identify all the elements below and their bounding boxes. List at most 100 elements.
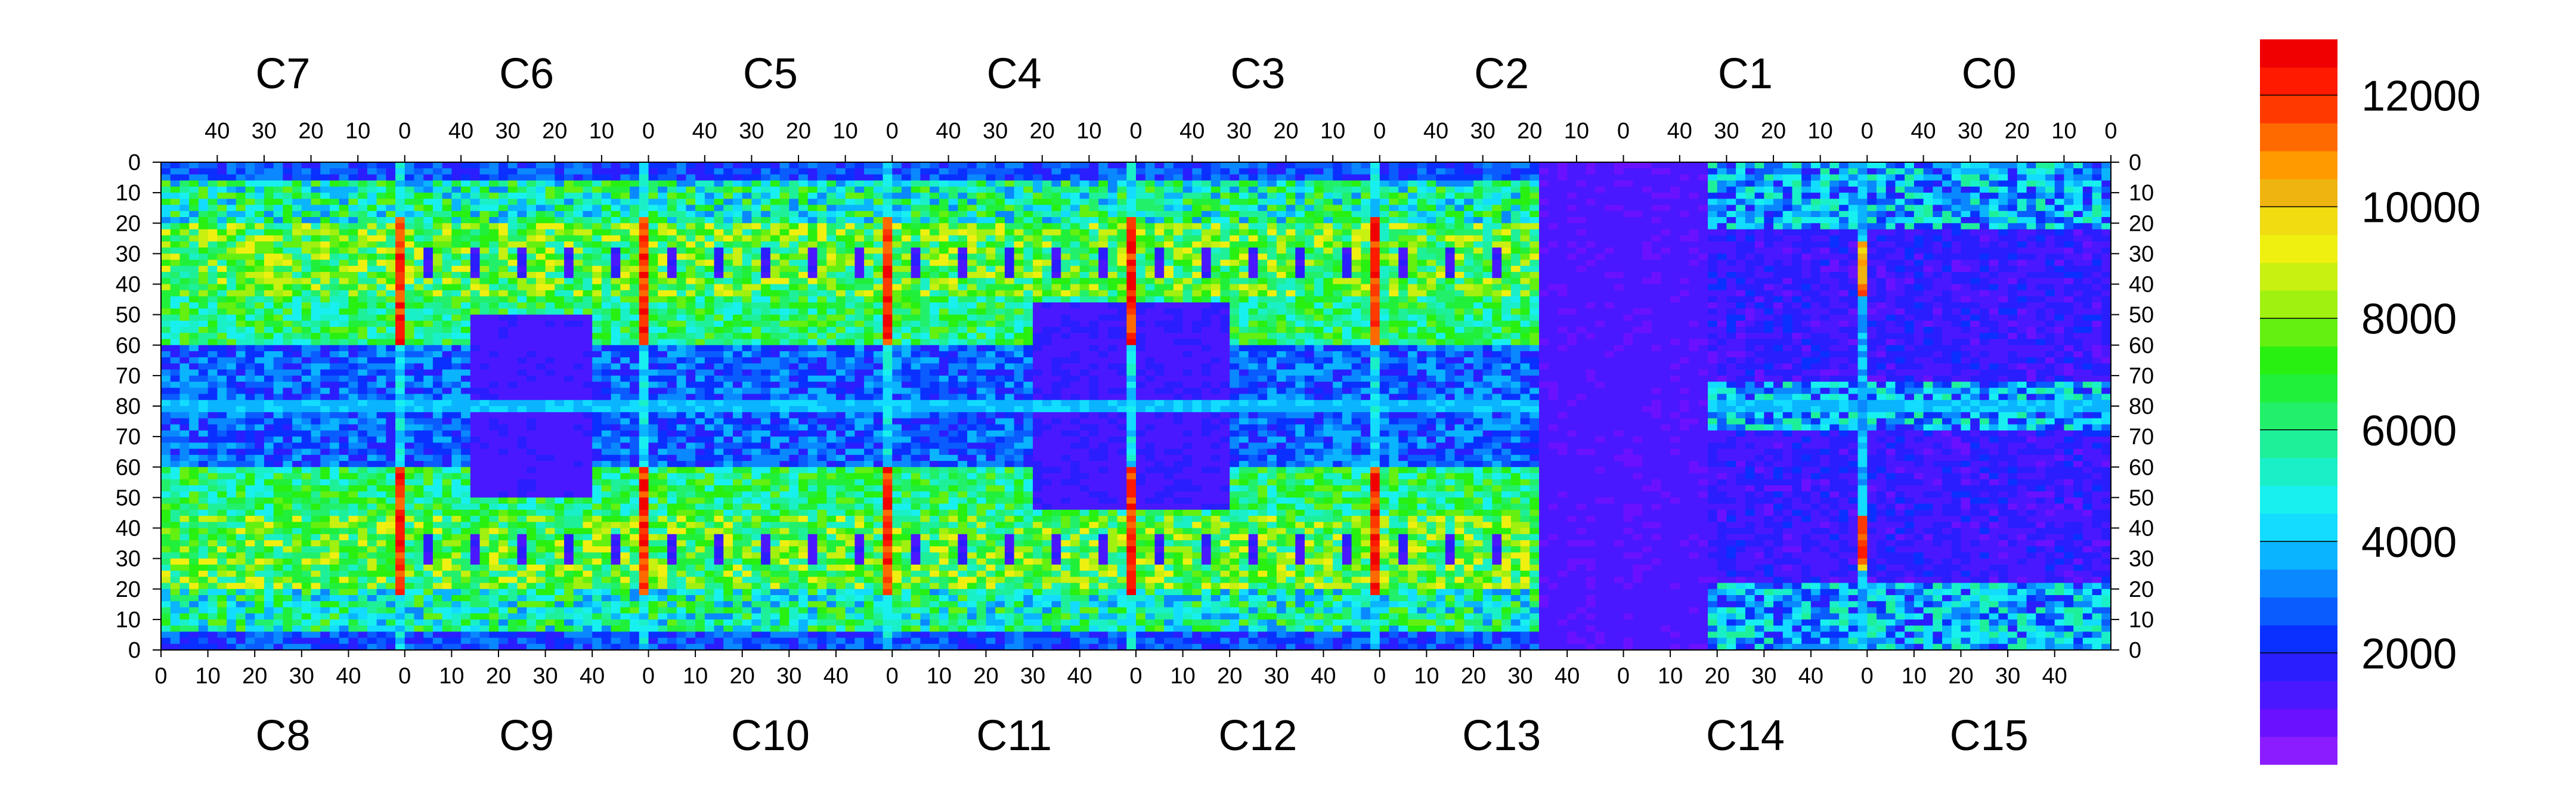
heatmap-cell <box>2036 217 2046 224</box>
heatmap-cell <box>320 174 330 181</box>
heatmap-cell <box>930 223 940 230</box>
heatmap-cell <box>555 272 565 278</box>
heatmap-cell <box>770 205 781 212</box>
heatmap-cell <box>1117 205 1127 212</box>
heatmap-cell <box>658 186 668 193</box>
heatmap-cell <box>1998 259 2008 267</box>
heatmap-cell <box>1633 265 1643 273</box>
heatmap-cell <box>1210 193 1221 199</box>
heatmap-cell <box>611 186 621 193</box>
heatmap-cell <box>1173 241 1184 248</box>
heatmap-cell <box>1558 259 1568 267</box>
heatmap-cell <box>798 180 809 187</box>
heatmap-cell <box>1614 205 1624 212</box>
heatmap-cell <box>1145 284 1156 291</box>
heatmap-cell <box>1745 210 1755 218</box>
heatmap-cell <box>939 235 949 242</box>
heatmap-cell <box>423 229 434 236</box>
heatmap-cell <box>245 241 255 248</box>
heatmap-cell <box>601 284 612 291</box>
heatmap-cell <box>1154 180 1165 187</box>
heatmap-cell <box>461 186 471 193</box>
heatmap-cell <box>507 199 518 206</box>
heatmap-cell <box>1614 272 1624 278</box>
heatmap-cell <box>1567 284 1577 291</box>
heatmap-cell <box>423 272 434 278</box>
heatmap-cell <box>461 229 471 236</box>
heatmap-cell <box>1726 223 1736 230</box>
heatmap-cell <box>545 205 555 212</box>
heatmap-cell <box>1276 290 1287 297</box>
heatmap-cell <box>1651 247 1661 254</box>
heatmap-cell <box>1023 253 1033 261</box>
heatmap-cell <box>1670 210 1680 218</box>
heatmap-cell <box>208 210 218 218</box>
heatmap-cell <box>1295 272 1305 278</box>
heatmap-cell <box>1295 205 1305 212</box>
heatmap-cell <box>2008 259 2018 267</box>
heatmap-cell <box>1773 302 1784 309</box>
heatmap-cell <box>620 290 630 297</box>
heatmap-cell <box>1567 229 1577 236</box>
heatmap-cell <box>367 253 377 261</box>
heatmap-cell <box>1323 180 1333 187</box>
heatmap-cell <box>732 186 743 193</box>
heatmap-cell <box>704 241 715 248</box>
heatmap-cell <box>1239 162 1249 169</box>
heatmap-cell <box>348 174 358 181</box>
heatmap-cell <box>1089 241 1099 248</box>
heatmap-cell <box>911 241 921 248</box>
heatmap-cell <box>1867 174 1877 181</box>
heatmap-cell <box>1107 235 1118 242</box>
heatmap-cell <box>1304 199 1315 206</box>
heatmap-cell <box>1661 253 1671 261</box>
heatmap-cell <box>1051 217 1061 224</box>
heatmap-cell <box>208 193 218 199</box>
heatmap-cell <box>1258 247 1268 254</box>
heatmap-cell <box>227 199 237 206</box>
heatmap-cell <box>198 253 209 261</box>
heatmap-cell <box>967 247 977 254</box>
heatmap-cell <box>1539 265 1549 273</box>
heatmap-cell <box>611 162 621 169</box>
heatmap-cell <box>1689 253 1699 261</box>
heatmap-cell <box>1914 265 1924 273</box>
heatmap-cell <box>535 168 546 175</box>
heatmap-cell <box>245 259 255 267</box>
heatmap-cell <box>1042 186 1052 193</box>
heatmap-cell <box>1820 253 1830 261</box>
heatmap-cell <box>1539 272 1549 278</box>
heatmap-cell <box>1014 290 1024 297</box>
heatmap-cell <box>2082 284 2093 291</box>
heatmap-cell <box>348 235 358 242</box>
heatmap-cell <box>2008 302 2018 309</box>
heatmap-cell <box>995 284 1005 291</box>
heatmap-cell <box>1258 296 1268 303</box>
heatmap-cell <box>236 210 246 218</box>
heatmap-cell <box>948 229 958 236</box>
heatmap-cell <box>883 205 893 212</box>
heatmap-cell <box>2036 223 2046 230</box>
heatmap-cell <box>1079 223 1089 230</box>
heatmap-cell <box>1258 205 1268 212</box>
heatmap-cell <box>611 284 621 291</box>
heatmap-cell <box>1370 168 1380 175</box>
heatmap-cell <box>376 278 386 285</box>
heatmap-cell <box>386 217 396 224</box>
heatmap-cell <box>507 205 518 212</box>
heatmap-cell <box>1239 253 1249 261</box>
heatmap-cell <box>939 168 949 175</box>
heatmap-cell <box>255 217 265 224</box>
heatmap-cell <box>1810 162 1821 169</box>
heatmap-cell <box>1304 210 1315 218</box>
heatmap-cell <box>1970 296 1980 303</box>
heatmap-cell <box>686 272 696 278</box>
heatmap-cell <box>1239 199 1249 206</box>
heatmap-cell <box>835 168 846 175</box>
heatmap-cell <box>367 259 377 267</box>
heatmap-cell <box>1651 174 1661 181</box>
heatmap-cell <box>601 272 612 278</box>
heatmap-cell <box>630 296 640 303</box>
heatmap-cell <box>404 217 415 224</box>
heatmap-cell <box>1220 235 1230 242</box>
